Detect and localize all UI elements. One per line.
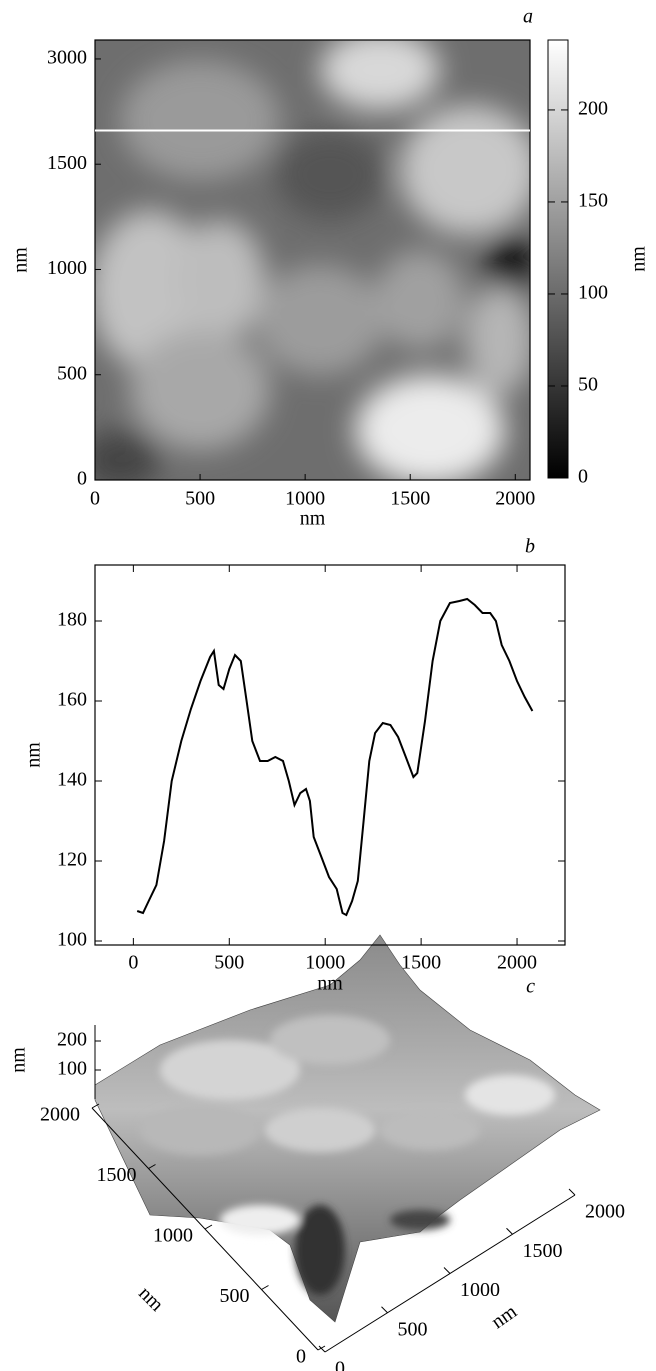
y-tick-label: 1000 xyxy=(153,1225,193,1247)
x-axis-label: nm xyxy=(300,508,326,530)
x-tick-label: 1000 xyxy=(285,488,325,510)
y-tick xyxy=(91,1103,100,1109)
colorbar xyxy=(547,39,569,479)
x-tick-label: 2000 xyxy=(497,952,537,974)
y-tick-label: 1500 xyxy=(97,1164,137,1186)
y-tick-label: 1000 xyxy=(47,257,87,279)
profile-line xyxy=(136,597,534,917)
surface xyxy=(94,934,601,1323)
x-tick-label: 1500 xyxy=(401,952,441,974)
panel-label: b xyxy=(525,536,535,558)
frame xyxy=(94,564,566,946)
z-axis-label: nm xyxy=(8,1047,30,1073)
y-axis-label: nm xyxy=(10,247,32,273)
y-tick xyxy=(148,1164,156,1169)
y-tick-label: 500 xyxy=(57,362,87,384)
frame xyxy=(94,39,531,481)
x-tick-label: 1500 xyxy=(390,488,430,510)
x-tick-label: 2000 xyxy=(495,488,535,510)
y-axis-label: nm xyxy=(23,742,45,768)
x-tick-label: 1000 xyxy=(305,952,345,974)
x-axis-label: nm xyxy=(317,973,343,995)
colorbar-tick-label: 50 xyxy=(578,374,598,396)
y-axis-label: nm xyxy=(134,1282,168,1316)
y-tick-label: 0 xyxy=(77,468,87,490)
y-tick-label: 180 xyxy=(57,609,87,631)
colorbar-tick-label: 200 xyxy=(578,98,608,120)
colorbar-tick-label: 150 xyxy=(578,190,608,212)
x-tick-label: 0 xyxy=(90,488,100,510)
x-tick xyxy=(568,1188,576,1196)
colorbar-tick-label: 0 xyxy=(578,466,588,488)
y-tick-label: 140 xyxy=(57,769,87,791)
y-tick-label: 160 xyxy=(57,689,87,711)
panel-label: a xyxy=(523,6,533,28)
y-tick-label: 0 xyxy=(296,1346,306,1368)
y-tick-label: 100 xyxy=(57,929,87,951)
y-tick-label: 3000 xyxy=(47,47,87,69)
z-tick-label: 200 xyxy=(57,1029,87,1051)
x-tick-label: 2000 xyxy=(585,1201,625,1223)
x-tick xyxy=(506,1227,513,1235)
colorbar-tick-label: 100 xyxy=(578,282,608,304)
x-tick-label: 500 xyxy=(398,1318,428,1340)
x-axis-label: nm xyxy=(487,1300,521,1333)
x-tick-label: 0 xyxy=(128,952,138,974)
z-tick-label: 100 xyxy=(57,1058,87,1080)
colorbar-label: nm xyxy=(628,246,650,272)
x-tick-label: 1000 xyxy=(460,1279,500,1301)
panel-label: c xyxy=(526,976,535,998)
y-tick xyxy=(261,1285,269,1290)
y-tick-label: 2000 xyxy=(40,1104,80,1126)
x-tick-label: 0 xyxy=(335,1358,345,1371)
x-tick xyxy=(318,1345,326,1353)
x-tick-label: 500 xyxy=(214,952,244,974)
x-tick-label: 500 xyxy=(185,488,215,510)
y-tick-label: 1500 xyxy=(47,152,87,174)
y-tick-label: 120 xyxy=(57,849,87,871)
y-tick-label: 500 xyxy=(220,1285,250,1307)
x-tick xyxy=(443,1267,451,1274)
y-tick xyxy=(204,1224,213,1230)
x-tick xyxy=(381,1306,388,1314)
x-tick-label: 1500 xyxy=(523,1240,563,1262)
afm-image xyxy=(95,40,530,480)
